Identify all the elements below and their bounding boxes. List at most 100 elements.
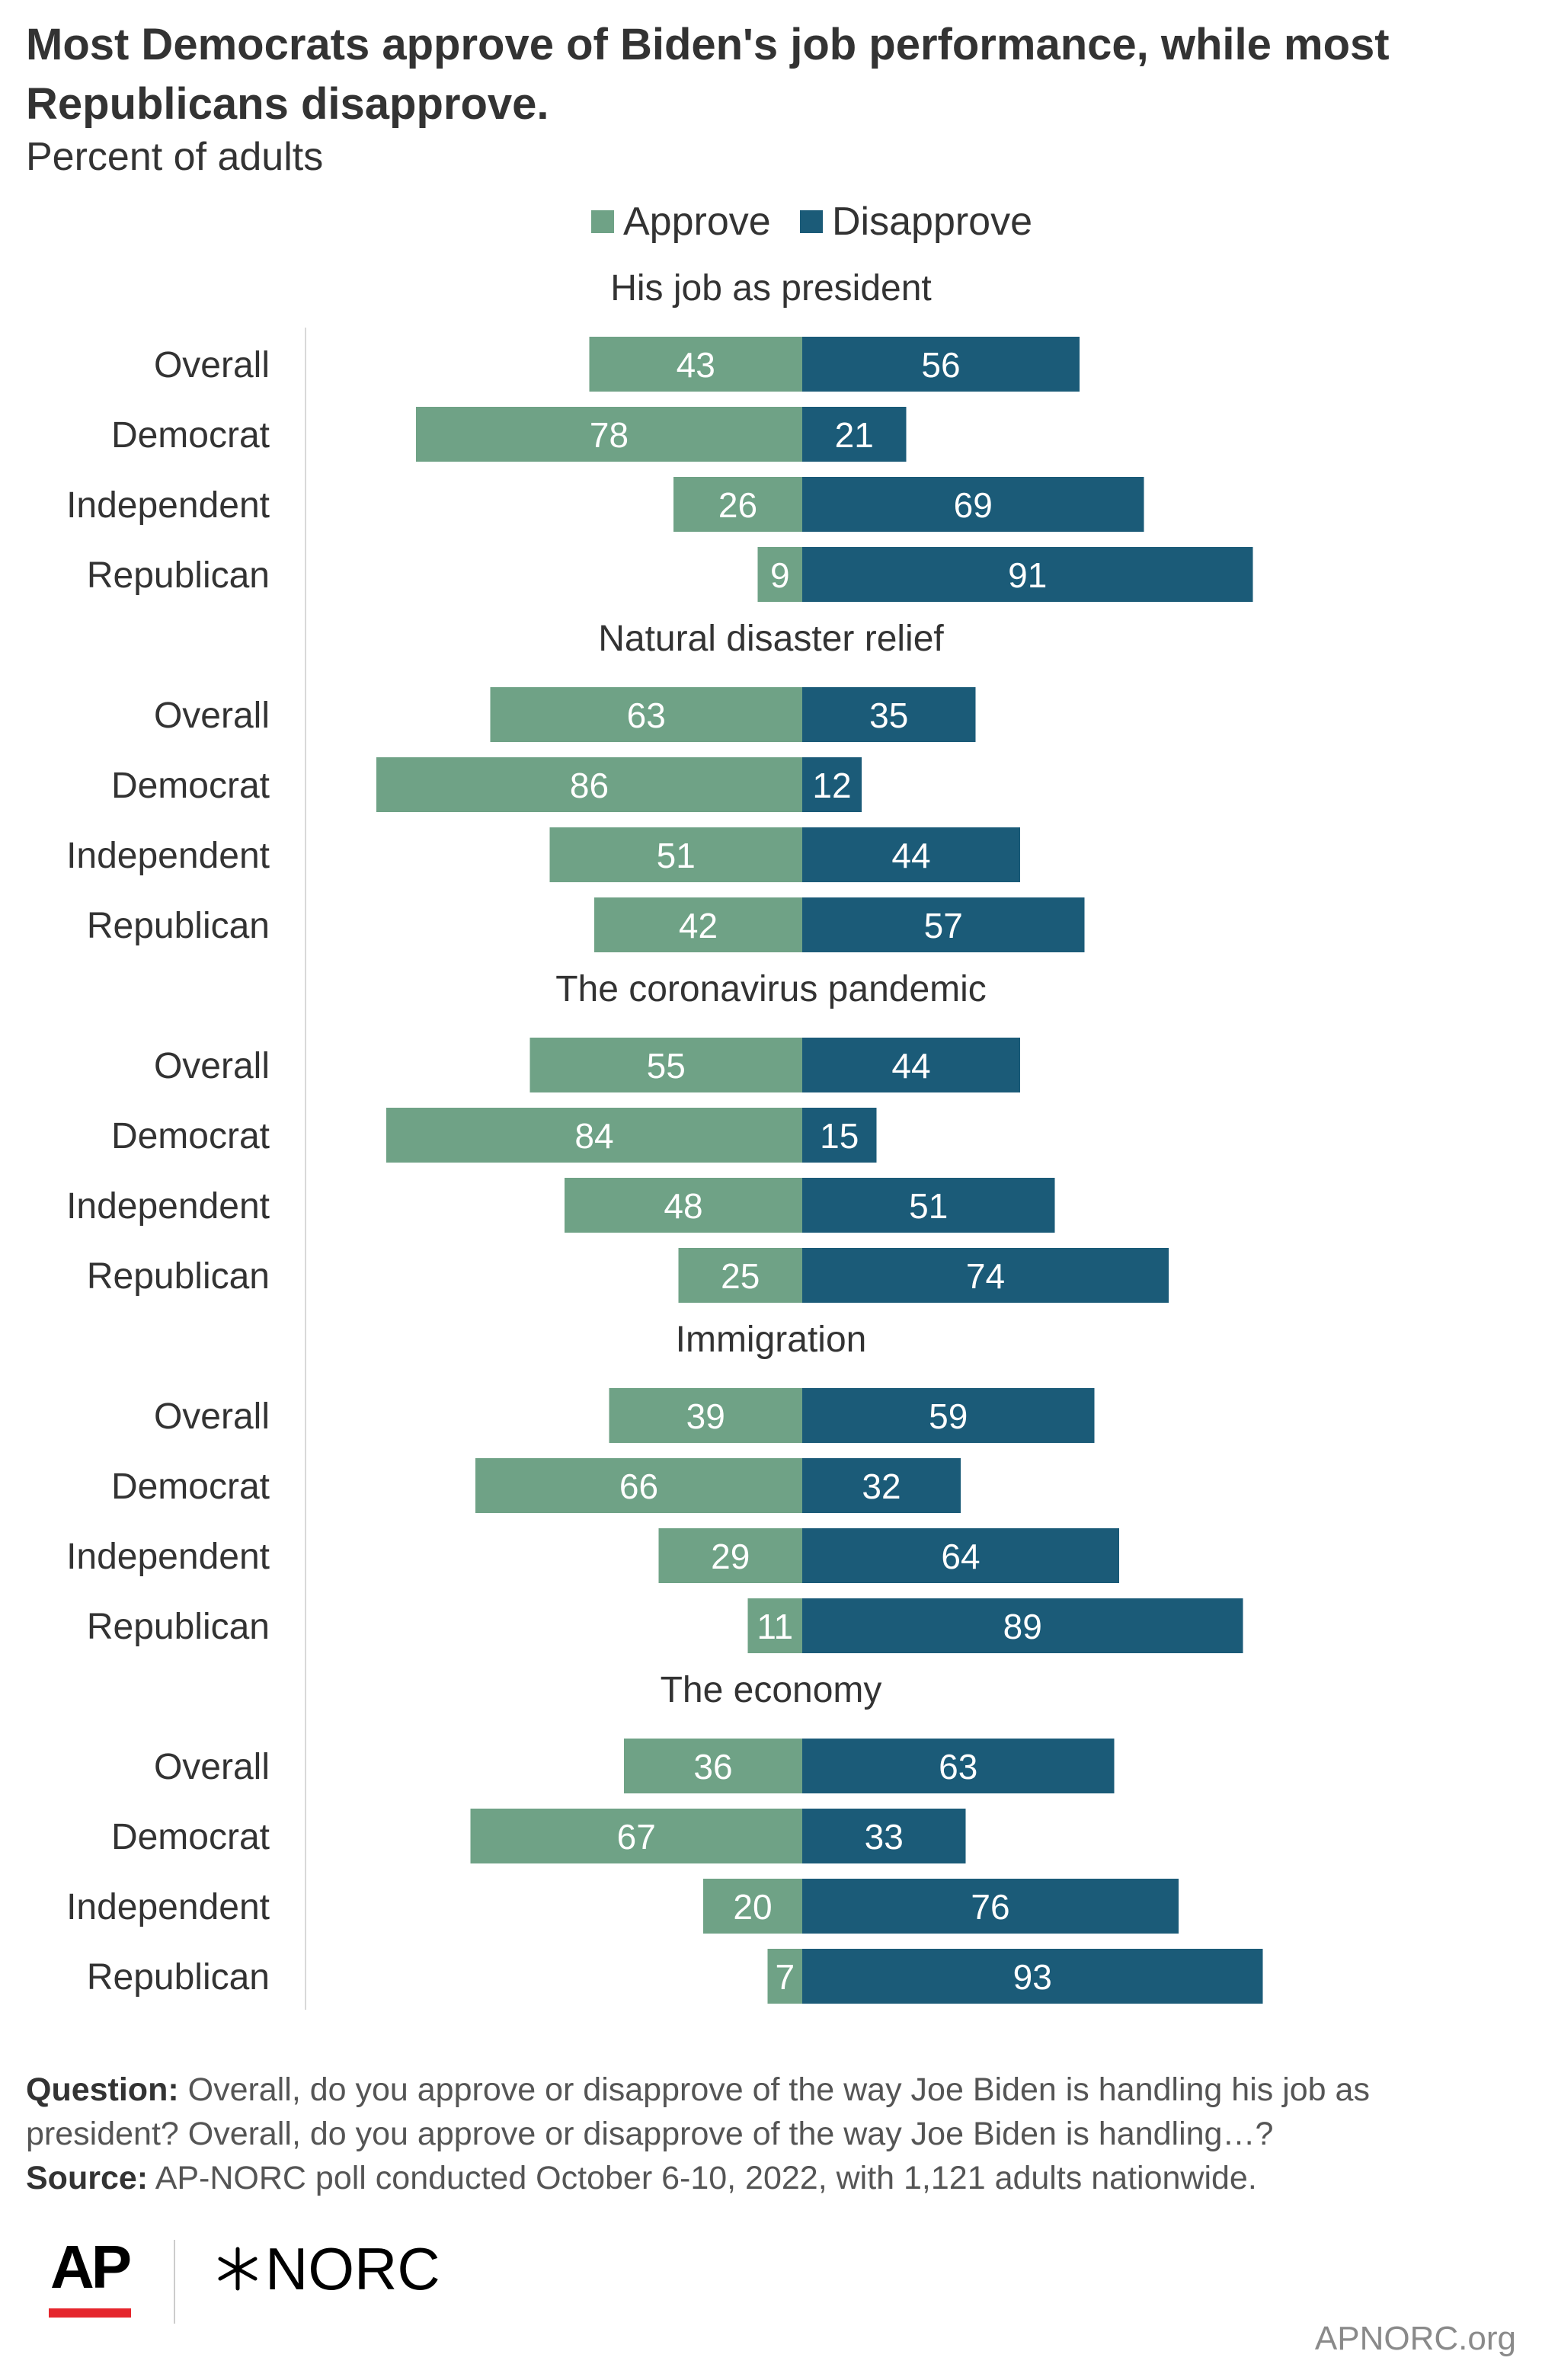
disapprove-value-label: 21 bbox=[835, 415, 874, 455]
approve-bar bbox=[529, 1038, 802, 1092]
chart-title: Most Democrats approve of Biden's job pe… bbox=[26, 20, 1390, 129]
category-label: Independent bbox=[66, 836, 270, 876]
panel-title: Immigration bbox=[676, 1320, 867, 1360]
category-label: Republican bbox=[87, 1607, 270, 1647]
category-label: Democrat bbox=[111, 1467, 270, 1507]
disapprove-bar bbox=[802, 407, 907, 462]
disapprove-bar bbox=[802, 1248, 1169, 1303]
disapprove-value-label: 44 bbox=[891, 1046, 930, 1086]
approve-value-label: 25 bbox=[721, 1256, 760, 1296]
approve-value-label: 51 bbox=[657, 836, 696, 875]
approve-value-label: 48 bbox=[664, 1186, 702, 1226]
legend-swatch-approve bbox=[591, 210, 614, 233]
disapprove-bar bbox=[802, 1038, 1020, 1092]
approve-bar bbox=[609, 1388, 802, 1443]
disapprove-value-label: 12 bbox=[812, 766, 851, 805]
disapprove-value-label: 32 bbox=[862, 1467, 901, 1506]
disapprove-value-label: 33 bbox=[865, 1817, 904, 1857]
legend: Approve Disapprove bbox=[0, 195, 1542, 248]
approve-value-label: 55 bbox=[647, 1046, 686, 1086]
category-label: Democrat bbox=[111, 766, 270, 806]
legend-item-approve: Approve bbox=[591, 195, 771, 248]
category-label: Democrat bbox=[111, 1116, 270, 1156]
disapprove-value-label: 57 bbox=[924, 906, 963, 945]
norc-logo-text: NORC bbox=[265, 2235, 440, 2302]
source-text: AP-NORC poll conducted October 6-10, 202… bbox=[155, 2160, 1257, 2196]
disapprove-bar bbox=[802, 1879, 1179, 1934]
ap-logo: AP bbox=[50, 2233, 132, 2301]
category-label: Democrat bbox=[111, 415, 270, 456]
logo-divider bbox=[174, 2240, 175, 2324]
approve-value-label: 39 bbox=[686, 1396, 725, 1436]
disapprove-bar bbox=[802, 1598, 1243, 1653]
source-label: Source: bbox=[26, 2160, 149, 2196]
ap-logo-underline bbox=[49, 2308, 131, 2318]
approve-bar bbox=[747, 1598, 802, 1653]
disapprove-bar bbox=[802, 1739, 1115, 1793]
disapprove-bar bbox=[802, 757, 862, 812]
norc-logo: NORC bbox=[213, 2238, 440, 2299]
category-label: Republican bbox=[87, 906, 270, 946]
approve-value-label: 86 bbox=[570, 766, 609, 805]
approve-bar bbox=[475, 1458, 802, 1513]
legend-item-disapprove: Disapprove bbox=[800, 195, 1032, 248]
diverging-bar-chart: His job as president Overall 43 56 Democrat 7… bbox=[66, 268, 1263, 2010]
disapprove-value-label: 74 bbox=[966, 1256, 1005, 1296]
approve-value-label: 36 bbox=[693, 1747, 732, 1787]
disapprove-value-label: 76 bbox=[971, 1887, 1009, 1927]
legend-swatch-disapprove bbox=[800, 210, 823, 233]
category-label: Independent bbox=[66, 1887, 270, 1927]
category-label: Republican bbox=[87, 555, 270, 596]
approve-bar bbox=[594, 897, 802, 952]
approve-bar bbox=[703, 1879, 802, 1934]
approve-bar bbox=[490, 687, 802, 742]
disapprove-bar bbox=[802, 897, 1085, 952]
panel-title: The economy bbox=[661, 1670, 882, 1710]
approve-bar bbox=[658, 1528, 802, 1583]
approve-bar bbox=[673, 477, 802, 532]
category-label: Democrat bbox=[111, 1817, 270, 1857]
approve-bar bbox=[624, 1739, 802, 1793]
approve-value-label: 63 bbox=[627, 696, 666, 735]
question-text: Overall, do you approve or disapprove of… bbox=[26, 2071, 1370, 2152]
disapprove-value-label: 89 bbox=[1003, 1607, 1042, 1646]
approve-value-label: 26 bbox=[718, 485, 757, 525]
approve-bar bbox=[757, 547, 802, 602]
approve-bar bbox=[386, 1108, 802, 1163]
approve-value-label: 78 bbox=[590, 415, 629, 455]
approve-bar bbox=[589, 337, 802, 392]
approve-bar bbox=[767, 1949, 802, 2004]
disapprove-bar bbox=[802, 827, 1020, 882]
category-label: Independent bbox=[66, 1537, 270, 1577]
category-label: Overall bbox=[154, 1747, 270, 1787]
approve-value-label: 84 bbox=[574, 1116, 613, 1156]
footer-note: Question: Overall, do you approve or dis… bbox=[26, 2068, 1519, 2200]
legend-label-disapprove: Disapprove bbox=[832, 200, 1033, 244]
approve-value-label: 29 bbox=[711, 1537, 750, 1576]
approve-value-label: 42 bbox=[679, 906, 718, 945]
disapprove-value-label: 93 bbox=[1013, 1957, 1052, 1997]
disapprove-bar bbox=[802, 547, 1253, 602]
category-label: Independent bbox=[66, 1186, 270, 1227]
disapprove-bar bbox=[802, 1528, 1119, 1583]
approve-value-label: 43 bbox=[677, 345, 715, 385]
approve-bar bbox=[565, 1178, 802, 1233]
approve-value-label: 9 bbox=[770, 555, 790, 595]
category-label: Overall bbox=[154, 345, 270, 385]
disapprove-bar bbox=[802, 1108, 877, 1163]
disapprove-bar bbox=[802, 477, 1144, 532]
category-label: Overall bbox=[154, 1046, 270, 1086]
disapprove-bar bbox=[802, 337, 1080, 392]
category-label: Overall bbox=[154, 696, 270, 736]
disapprove-value-label: 56 bbox=[921, 345, 960, 385]
disapprove-value-label: 63 bbox=[939, 1747, 977, 1787]
approve-value-label: 66 bbox=[619, 1467, 658, 1506]
disapprove-value-label: 44 bbox=[891, 836, 930, 875]
disapprove-bar bbox=[802, 687, 976, 742]
approve-value-label: 67 bbox=[617, 1817, 656, 1857]
site-url: APNORC.org bbox=[1314, 2320, 1516, 2357]
approve-bar bbox=[416, 407, 802, 462]
disapprove-value-label: 51 bbox=[909, 1186, 948, 1226]
disapprove-bar bbox=[802, 1458, 961, 1513]
question-label: Question: bbox=[26, 2071, 179, 2108]
